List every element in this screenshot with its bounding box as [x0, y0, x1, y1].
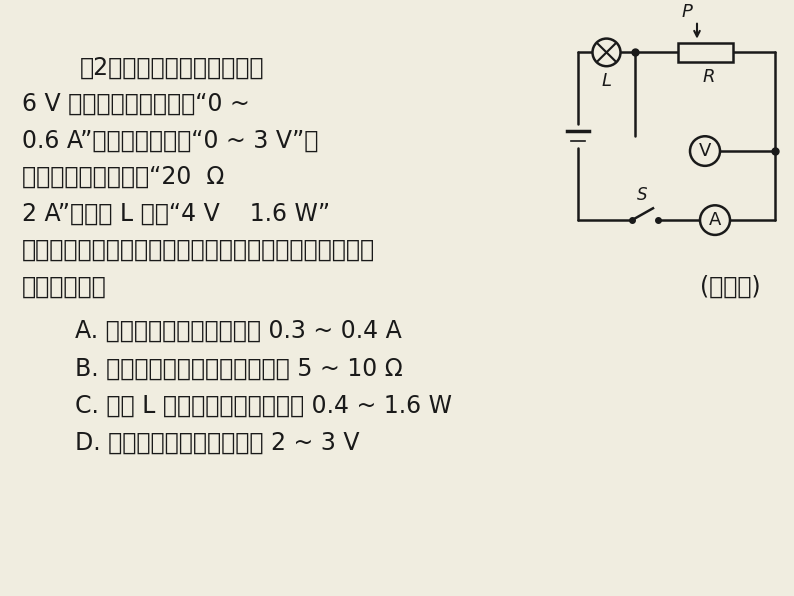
Circle shape	[592, 39, 620, 66]
Circle shape	[700, 205, 730, 235]
Text: V: V	[699, 142, 711, 160]
Bar	[677, 42, 733, 62]
Text: B. 滑动变阵器阻值的变化范围为 5 ~ 10 Ω: B. 滑动变阵器阻值的变化范围为 5 ~ 10 Ω	[75, 356, 403, 380]
Text: P: P	[681, 3, 692, 21]
Text: A. 电流表示数的变化范围为 0.3 ~ 0.4 A: A. 电流表示数的变化范围为 0.3 ~ 0.4 A	[75, 319, 402, 343]
Text: L: L	[602, 72, 611, 90]
Text: R: R	[703, 68, 715, 86]
Circle shape	[690, 136, 720, 166]
Text: C. 电灯 L 消耗功率的变化范围为 0.4 ~ 1.6 W: C. 电灯 L 消耗功率的变化范围为 0.4 ~ 1.6 W	[75, 394, 452, 418]
Text: A: A	[709, 211, 721, 229]
Text: D. 电压表示数的变化范围为 2 ~ 3 V: D. 电压表示数的变化范围为 2 ~ 3 V	[75, 432, 360, 455]
Text: S: S	[637, 187, 647, 204]
Text: （2）如图所示，电源电压为: （2）如图所示，电源电压为	[80, 55, 264, 79]
Text: 字样（灯丝电阱不变）。为了保证电路中元件安全，下列: 字样（灯丝电阱不变）。为了保证电路中元件安全，下列	[22, 238, 375, 262]
Text: 说法错误的是: 说法错误的是	[22, 274, 106, 299]
Text: 6 V 不变，电流表量程为“0 ~: 6 V 不变，电流表量程为“0 ~	[22, 92, 250, 116]
Text: 滑动变阵器的规格为“20  Ω: 滑动变阵器的规格为“20 Ω	[22, 165, 225, 189]
Text: 2 A”，灯泡 L 标有“4 V    1.6 W”: 2 A”，灯泡 L 标有“4 V 1.6 W”	[22, 201, 330, 225]
Text: (　　　): ( )	[700, 274, 761, 299]
Text: 0.6 A”，电压表量程为“0 ~ 3 V”，: 0.6 A”，电压表量程为“0 ~ 3 V”，	[22, 128, 318, 153]
